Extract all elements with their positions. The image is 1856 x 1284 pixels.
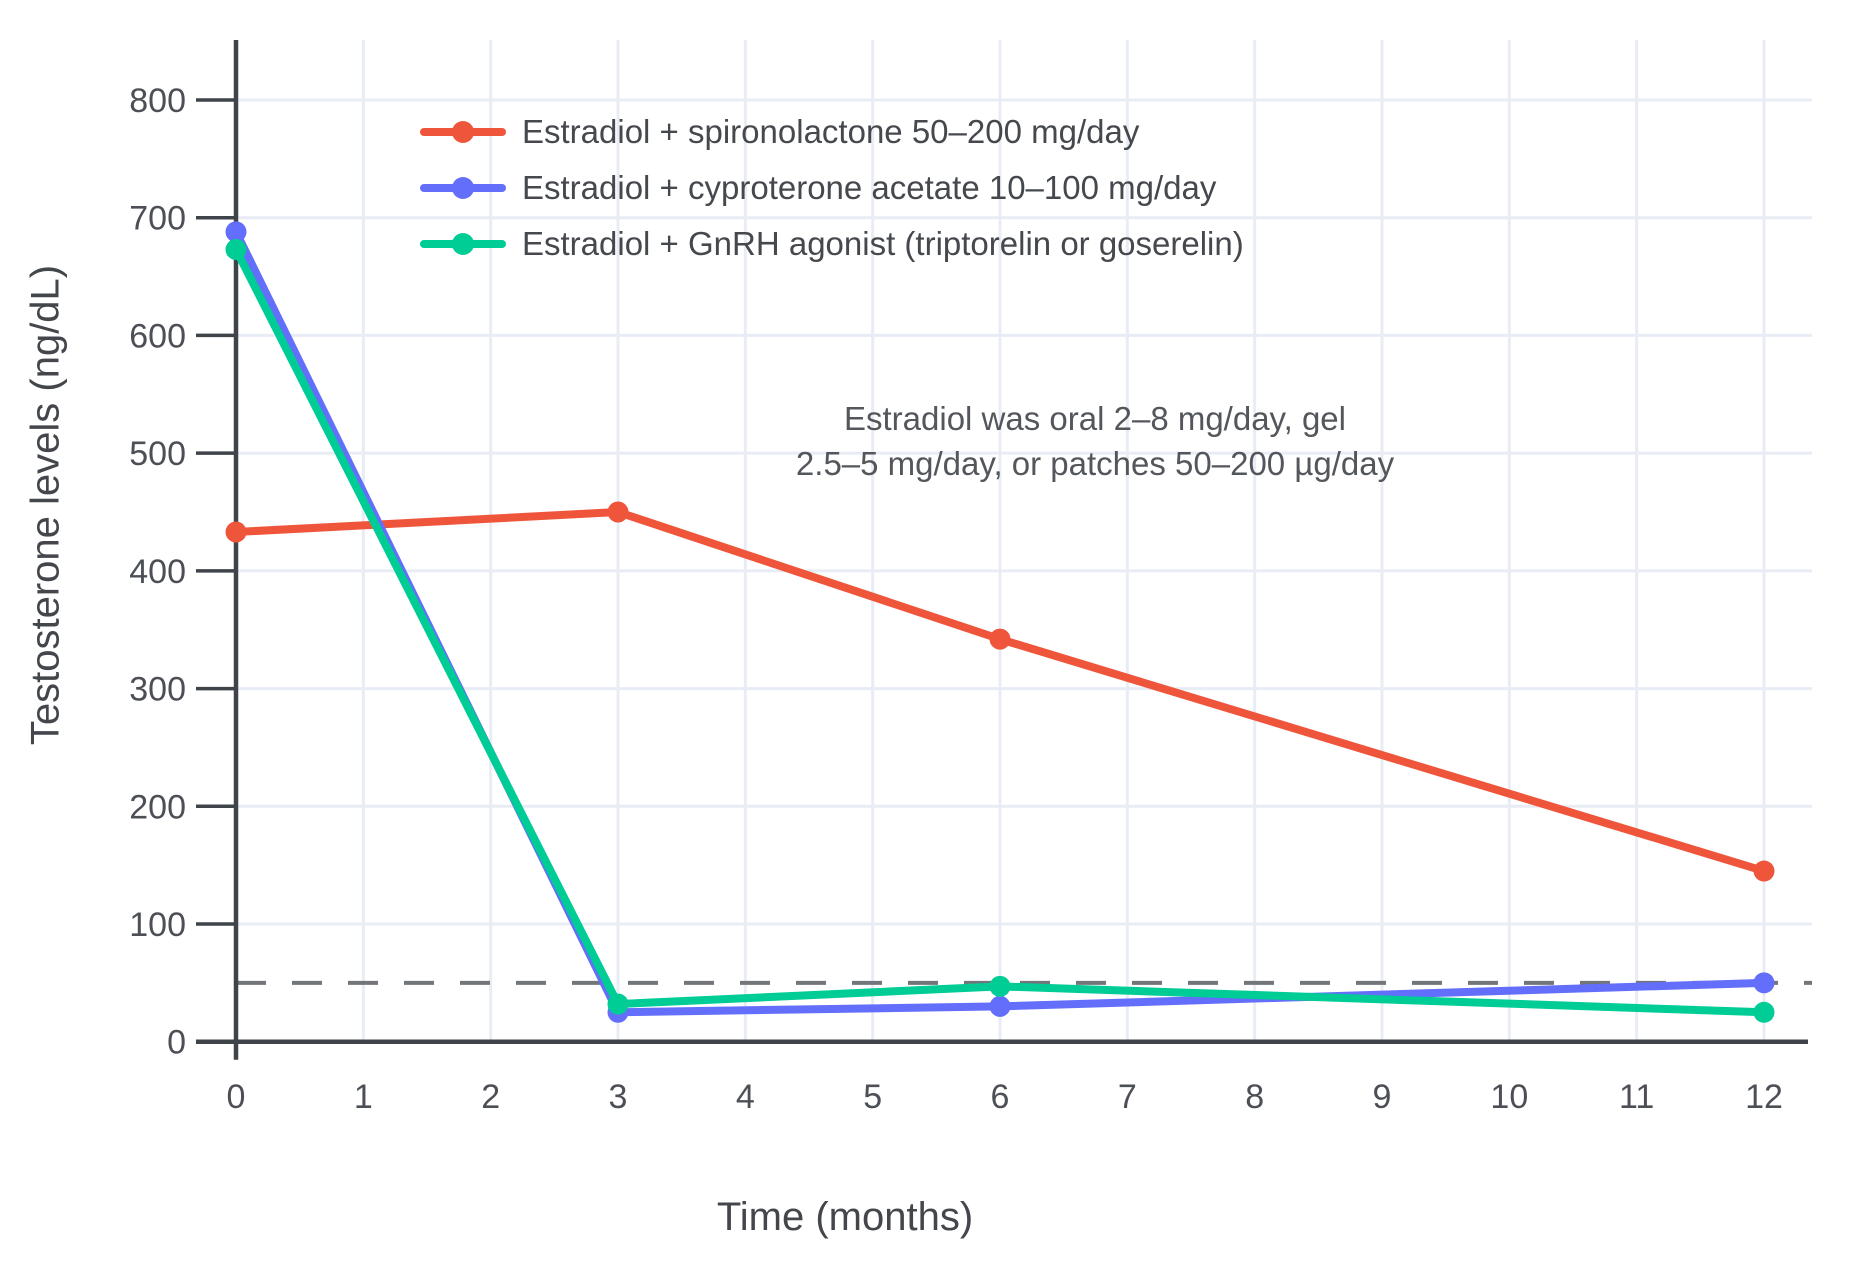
x-tick-label: 5: [863, 1078, 882, 1116]
y-axis-title: Testosterone levels (ng/dL): [23, 264, 68, 746]
x-tick-label: 12: [1745, 1078, 1783, 1116]
data-point-marker: [225, 221, 247, 243]
y-tick-label: 400: [129, 553, 186, 591]
data-point-marker: [607, 501, 629, 523]
annotation-line-1: Estradiol was oral 2–8 mg/day, gel: [844, 400, 1346, 437]
legend-item-cyproterone[interactable]: Estradiol + cyproterone acetate 10–100 m…: [420, 160, 1244, 216]
legend-marker-dot: [452, 121, 474, 143]
x-tick-label: 0: [227, 1078, 246, 1116]
series-line-0: [232, 507, 1768, 876]
legend-marker-dot: [452, 177, 474, 199]
legend-item-spironolactone[interactable]: Estradiol + spironolactone 50–200 mg/day: [420, 104, 1244, 160]
y-tick-label: 500: [129, 435, 186, 473]
data-point-marker: [989, 995, 1011, 1017]
x-tick-label: 3: [609, 1078, 628, 1116]
data-point-marker: [1753, 1001, 1775, 1023]
y-tick-label: 600: [129, 317, 186, 355]
x-tick-label: 1: [354, 1078, 373, 1116]
data-point-marker: [1753, 860, 1775, 882]
legend: Estradiol + spironolactone 50–200 mg/day…: [420, 104, 1244, 272]
x-tick-label: 9: [1373, 1078, 1392, 1116]
x-tick-label: 8: [1245, 1078, 1264, 1116]
y-tick-label: 800: [129, 82, 186, 120]
y-tick-label: 100: [129, 906, 186, 944]
series-line-2: [232, 245, 1768, 1017]
x-axis-title: Time (months): [716, 1195, 974, 1239]
legend-line-sample: [420, 233, 506, 255]
data-point-marker: [989, 628, 1011, 650]
data-point-marker: [1753, 972, 1775, 994]
legend-line-sample: [420, 121, 506, 143]
data-point-marker: [607, 993, 629, 1015]
y-tick-label: 300: [129, 671, 186, 709]
legend-label: Estradiol + cyproterone acetate 10–100 m…: [522, 169, 1217, 206]
x-tick-label: 2: [481, 1078, 500, 1116]
legend-line-sample: [420, 177, 506, 199]
data-point-marker: [989, 975, 1011, 997]
x-tick-label: 6: [991, 1078, 1010, 1116]
data-point-marker: [225, 521, 247, 543]
legend-label: Estradiol + GnRH agonist (triptorelin or…: [522, 225, 1244, 262]
annotation-line-2: 2.5–5 mg/day, or patches 50–200 µg/day: [795, 445, 1395, 482]
legend-item-gnrh-agonist[interactable]: Estradiol + GnRH agonist (triptorelin or…: [420, 216, 1244, 272]
data-point-marker: [225, 238, 247, 260]
y-tick-label: 200: [129, 788, 186, 826]
x-tick-label: 10: [1490, 1078, 1528, 1116]
chart-annotation: Estradiol was oral 2–8 mg/day, gel 2.5–5…: [796, 396, 1394, 486]
x-tick-label: 7: [1118, 1078, 1137, 1116]
x-tick-label: 11: [1619, 1078, 1654, 1116]
y-tick-label: 0: [167, 1024, 186, 1062]
legend-label: Estradiol + spironolactone 50–200 mg/day: [522, 113, 1140, 150]
y-tick-label: 700: [129, 200, 186, 238]
legend-marker-dot: [452, 233, 474, 255]
x-tick-label: 4: [736, 1078, 755, 1116]
